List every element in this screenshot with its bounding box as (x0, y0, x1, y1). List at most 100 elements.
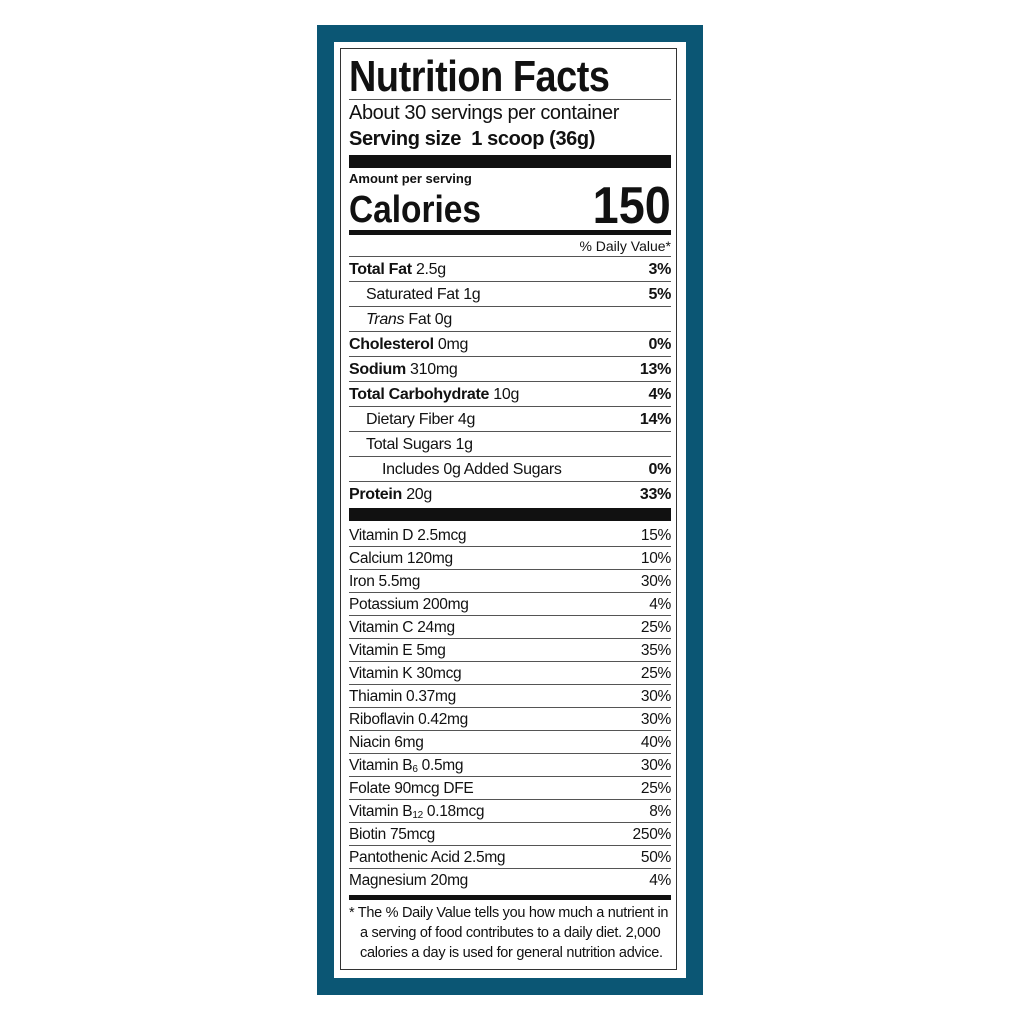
vitamin-daily-value: 25% (640, 619, 671, 636)
vitamin-row: Folate 90mcg DFE 25% (349, 777, 671, 800)
footnote: * The % Daily Value tells you how much a… (349, 903, 671, 963)
vitamin-amount: 0.18mcg (422, 803, 485, 820)
amount-per-serving: Amount per serving (349, 171, 472, 186)
nutrient-row: Trans Fat 0g (349, 307, 671, 332)
vitamin-name: Iron 5.5mg (349, 570, 420, 592)
thick-divider (349, 155, 671, 168)
nutrient-row: Sodium 310mg 13% (349, 357, 671, 382)
calories-value: 150 (592, 177, 671, 235)
nutrient-amount: 0mg (437, 336, 469, 353)
vitamin-name: Vitamin C 24mg (349, 616, 455, 638)
vitamin-row: Vitamin K 30mcg 25% (349, 662, 671, 685)
vitamin-label: Niacin 6mg (349, 734, 424, 751)
vitamin-label: Calcium 120mg (349, 550, 453, 567)
vitamin-daily-value: 25% (640, 780, 671, 797)
vitamin-row: Biotin 75mcg 250% (349, 823, 671, 846)
divider (349, 99, 671, 100)
vitamin-row: Niacin 6mg 40% (349, 731, 671, 754)
nutrient-row: Total Sugars 1g (349, 432, 671, 457)
nutrient-amount: 0g (434, 311, 453, 328)
nutrient-amount: 20g (406, 486, 432, 503)
vitamin-row: Vitamin D 2.5mcg 15% (349, 524, 671, 547)
vitamin-name: Vitamin D 2.5mcg (349, 524, 467, 546)
nutrient-amount: 10g (493, 386, 520, 403)
serving-size: Serving size 1 scoop (36g) (349, 126, 671, 152)
vitamin-label: Vitamin D 2.5mcg (349, 527, 467, 544)
calories-label: Calories (349, 189, 481, 231)
nutrient-row: Total Fat 2.5g 3% (349, 257, 671, 282)
nutrient-name: Trans Fat 0g (366, 307, 452, 331)
nutrient-name: Saturated Fat 1g (366, 282, 481, 306)
nutrient-row: Saturated Fat 1g 5% (349, 282, 671, 307)
medium-divider (349, 895, 671, 900)
serving-size-label: Serving size (349, 128, 461, 150)
vitamin-label: Magnesium 20mg (349, 872, 468, 889)
footnote-line: * The % Daily Value tells you how much a… (349, 905, 669, 921)
calories-row: Calories 150 (349, 180, 671, 232)
nutrient-label: Total Sugars (366, 436, 452, 453)
label-frame: Nutrition Facts About 30 servings per co… (340, 48, 677, 970)
vitamin-name: Potassium 200mg (349, 593, 469, 615)
nutrient-daily-value: 0% (648, 461, 671, 478)
nutrient-name: Cholesterol 0mg (349, 332, 468, 356)
nutrient-amount: 1g (455, 436, 474, 453)
vitamin-name: Folate 90mcg DFE (349, 777, 474, 799)
nutrient-amount: 4g (457, 411, 476, 428)
vitamin-label: Vitamin E 5mg (349, 642, 446, 659)
vitamin-row: Vitamin B12 0.18mcg 8% (349, 800, 671, 823)
vitamin-row: Vitamin B6 0.5mg 30% (349, 754, 671, 777)
vitamin-daily-value: 30% (640, 757, 671, 774)
vitamin-daily-value: 35% (640, 642, 671, 659)
vitamin-label: Folate 90mcg DFE (349, 780, 474, 797)
nutrient-name-italic: Trans (366, 311, 405, 328)
nutrient-row: Total Carbohydrate 10g 4% (349, 382, 671, 407)
vitamin-name: Biotin 75mcg (349, 823, 435, 845)
nutrient-label: Fat (408, 311, 431, 328)
vitamin-daily-value: 40% (640, 734, 671, 751)
vitamin-row: Iron 5.5mg 30% (349, 570, 671, 593)
vitamin-daily-value: 30% (640, 688, 671, 705)
vitamin-row: Thiamin 0.37mg 30% (349, 685, 671, 708)
vitamin-subscript: 12 (412, 810, 423, 821)
vitamin-row: Calcium 120mg 10% (349, 547, 671, 570)
nutrient-row: Dietary Fiber 4g 14% (349, 407, 671, 432)
nutrient-amount: 2.5g (415, 261, 446, 278)
vitamin-daily-value: 25% (640, 665, 671, 682)
footnote-line: a serving of food contributes to a daily… (360, 925, 661, 941)
vitamin-row: Pantothenic Acid 2.5mg 50% (349, 846, 671, 869)
nutrient-daily-value: 13% (639, 361, 671, 378)
nutrient-name: Total Carbohydrate 10g (349, 382, 519, 406)
nutrient-row: Includes 0g Added Sugars 0% (349, 457, 671, 482)
vitamin-name: Vitamin E 5mg (349, 639, 446, 661)
label-title: Nutrition Facts (349, 52, 610, 101)
vitamin-label: Riboflavin 0.42mg (349, 711, 468, 728)
nutrient-label: Protein (349, 486, 403, 503)
vitamin-row: Magnesium 20mg 4% (349, 869, 671, 891)
vitamin-label: Pantothenic Acid 2.5mg (349, 849, 506, 866)
nutrient-name: Sodium 310mg (349, 357, 458, 381)
vitamin-list: Vitamin D 2.5mcg 15% Calcium 120mg 10% Iron … (349, 524, 671, 891)
nutrient-label: Sodium (349, 361, 406, 378)
vitamin-label: Biotin 75mcg (349, 826, 436, 843)
vitamin-subscript: 6 (412, 764, 418, 775)
vitamin-row: Riboflavin 0.42mg 30% (349, 708, 671, 731)
vitamin-row: Vitamin C 24mg 25% (349, 616, 671, 639)
vitamin-name: Vitamin K 30mcg (349, 662, 462, 684)
vitamin-label: Potassium 200mg (349, 596, 469, 613)
vitamin-name: Niacin 6mg (349, 731, 424, 753)
medium-divider (349, 230, 671, 235)
thick-divider (349, 508, 671, 521)
vitamin-daily-value: 10% (640, 550, 671, 567)
nutrient-row: Protein 20g 33% (349, 482, 671, 506)
nutrient-label: Total Carbohydrate (349, 386, 490, 403)
label-border: Nutrition Facts About 30 servings per co… (317, 25, 703, 995)
nutrient-daily-value: 14% (639, 411, 671, 428)
nutrient-name: Total Sugars 1g (366, 432, 473, 456)
nutrient-daily-value: 0% (648, 336, 671, 353)
vitamin-name: Vitamin B6 0.5mg (349, 754, 464, 776)
vitamin-label: Iron 5.5mg (349, 573, 421, 590)
nutrient-amount: 1g (463, 286, 481, 303)
nutrient-amount: 310mg (410, 361, 458, 378)
nutrient-name: Protein 20g (349, 482, 432, 506)
vitamin-label: Vitamin C 24mg (349, 619, 455, 636)
